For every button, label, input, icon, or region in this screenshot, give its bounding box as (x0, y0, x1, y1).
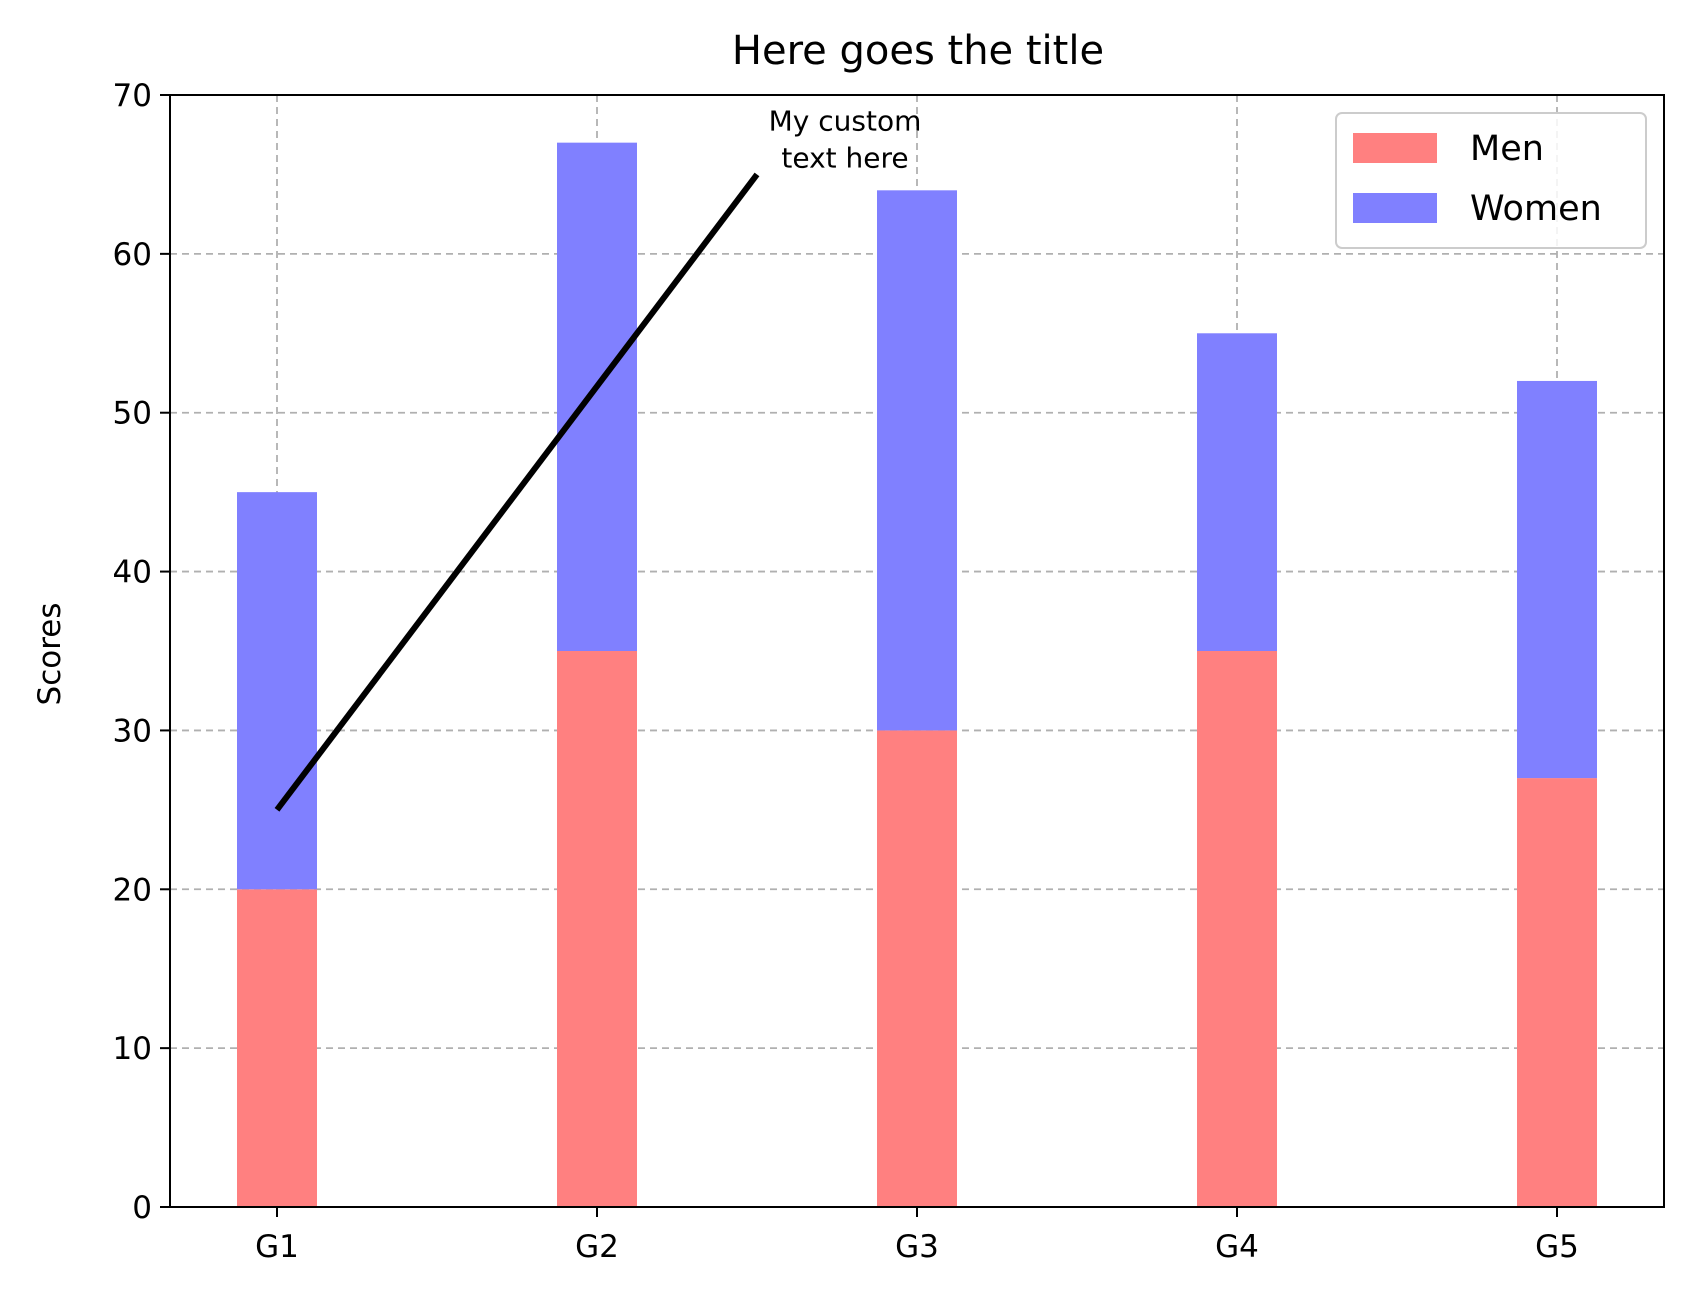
annotation-text: text here (781, 141, 908, 174)
bar-men-g3 (877, 730, 957, 1207)
legend-swatch-men (1353, 133, 1437, 163)
bar-women-g2 (557, 142, 637, 651)
y-axis: 0 10 20 30 40 50 60 70 (113, 78, 170, 1226)
y-axis-label: Scores (32, 603, 68, 706)
y-tick-label: 40 (113, 555, 152, 591)
legend-swatch-women (1353, 193, 1437, 223)
annotation: My custom text here (274, 104, 922, 812)
bar-men-g2 (557, 651, 637, 1207)
bar-women-g1 (237, 492, 317, 890)
bar-men-g4 (1197, 651, 1277, 1207)
x-tick-label: G4 (1215, 1229, 1259, 1265)
y-tick-label: 0 (132, 1190, 152, 1226)
annotation-text: My custom (769, 104, 922, 137)
bar-women-g4 (1197, 333, 1277, 651)
bars (237, 142, 1597, 1207)
bar-men-g1 (237, 889, 317, 1207)
bar-women-g5 (1517, 380, 1597, 779)
y-tick-label: 60 (113, 237, 152, 273)
x-tick-label: G2 (575, 1229, 619, 1265)
y-tick-label: 70 (113, 78, 152, 114)
x-tick-label: G5 (1535, 1229, 1579, 1265)
chart-title: Here goes the title (732, 28, 1104, 74)
x-axis: G1 G2 G3 G4 G5 (255, 1207, 1579, 1265)
y-tick-label: 50 (113, 396, 152, 432)
y-tick-label: 30 (113, 713, 152, 749)
y-tick-label: 10 (113, 1031, 152, 1067)
legend-label-men: Men (1470, 129, 1544, 169)
y-tick-label: 20 (113, 872, 152, 908)
x-tick-label: G3 (895, 1229, 939, 1265)
bar-men-g5 (1517, 778, 1597, 1207)
legend: Men Women (1335, 112, 1647, 249)
annotation-arrow (274, 172, 760, 812)
x-tick-label: G1 (255, 1229, 299, 1265)
bar-women-g3 (877, 190, 957, 731)
legend-label-women: Women (1470, 189, 1602, 229)
